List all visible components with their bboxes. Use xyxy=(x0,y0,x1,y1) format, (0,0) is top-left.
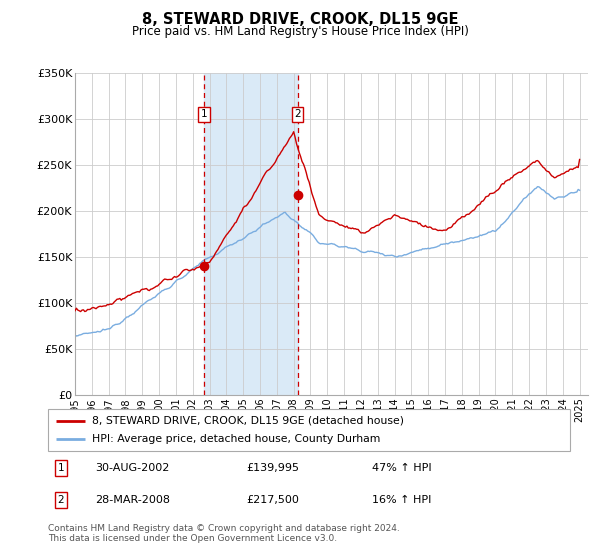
Text: 2: 2 xyxy=(58,495,64,505)
Text: £139,995: £139,995 xyxy=(247,463,299,473)
Text: 47% ↑ HPI: 47% ↑ HPI xyxy=(371,463,431,473)
Text: 30-AUG-2002: 30-AUG-2002 xyxy=(95,463,169,473)
Text: 28-MAR-2008: 28-MAR-2008 xyxy=(95,495,170,505)
Text: Contains HM Land Registry data © Crown copyright and database right 2024.
This d: Contains HM Land Registry data © Crown c… xyxy=(48,524,400,543)
Text: Price paid vs. HM Land Registry's House Price Index (HPI): Price paid vs. HM Land Registry's House … xyxy=(131,25,469,38)
Text: 2: 2 xyxy=(294,109,301,119)
Text: 8, STEWARD DRIVE, CROOK, DL15 9GE: 8, STEWARD DRIVE, CROOK, DL15 9GE xyxy=(142,12,458,27)
Text: 1: 1 xyxy=(200,109,208,119)
Bar xyxy=(204,73,298,395)
Text: £217,500: £217,500 xyxy=(247,495,299,505)
Text: 16% ↑ HPI: 16% ↑ HPI xyxy=(371,495,431,505)
Text: HPI: Average price, detached house, County Durham: HPI: Average price, detached house, Coun… xyxy=(92,434,381,444)
Text: 1: 1 xyxy=(58,463,64,473)
Text: 8, STEWARD DRIVE, CROOK, DL15 9GE (detached house): 8, STEWARD DRIVE, CROOK, DL15 9GE (detac… xyxy=(92,416,404,426)
